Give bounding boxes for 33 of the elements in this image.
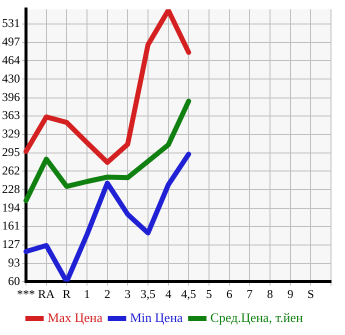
x-tick-label: 4 (165, 286, 172, 301)
x-tick-label: 1 (84, 286, 90, 301)
x-tick-label: R (62, 286, 71, 301)
x-tick-label: 6 (226, 286, 232, 301)
y-tick-label: 396 (2, 90, 20, 104)
y-tick-label: 329 (2, 126, 20, 141)
x-tick-label: 8 (267, 286, 273, 301)
x-tick-label: 9 (287, 286, 294, 301)
x-tick-label: 7 (246, 286, 253, 301)
x-tick-label: RA (38, 286, 55, 301)
x-tick-label: 5 (206, 286, 212, 301)
y-tick-label: 464 (2, 52, 20, 67)
x-tick-label: S (307, 286, 314, 301)
y-tick-label: 262 (2, 163, 20, 178)
x-tick-label: 3 (124, 286, 131, 301)
y-tick-label: 295 (2, 145, 20, 160)
y-tick-label: 363 (2, 108, 20, 122)
y-tick-label: 93 (8, 256, 20, 270)
y-tick-label: 228 (2, 182, 20, 196)
y-tick-label: 194 (2, 200, 20, 214)
x-tick-label: 2 (104, 286, 110, 301)
x-tick-label: 3,5 (140, 286, 156, 301)
y-tick-label: 531 (2, 16, 20, 30)
legend-label: Max Цена (48, 310, 103, 325)
legend-label: Сред.Цена, т.йен (210, 310, 304, 325)
y-tick-label: 161 (2, 218, 20, 233)
y-tick-label: 430 (2, 71, 20, 86)
x-tick-label: 4,5 (181, 286, 196, 301)
legend-label: Min Цена (130, 310, 184, 325)
y-tick-label: 60 (8, 274, 20, 288)
y-tick-label: 127 (2, 237, 20, 252)
x-tick-label: *** (17, 286, 35, 301)
y-tick-label: 497 (2, 34, 20, 49)
